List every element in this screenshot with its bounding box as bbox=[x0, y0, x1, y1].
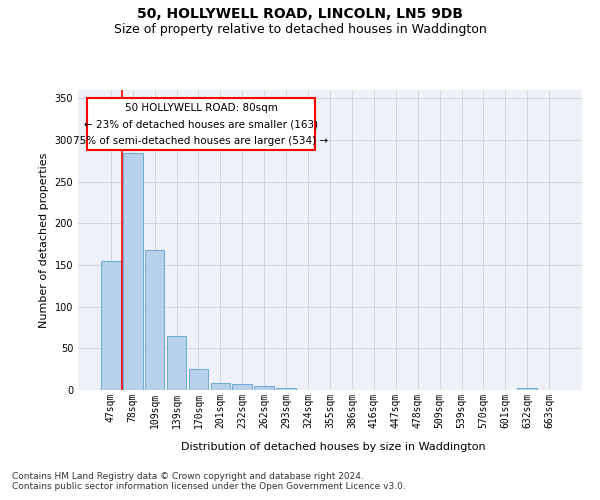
Bar bbox=[123, 152, 143, 390]
Bar bbox=[145, 250, 164, 390]
Bar bbox=[211, 382, 230, 390]
Bar bbox=[188, 369, 208, 390]
Text: Distribution of detached houses by size in Waddington: Distribution of detached houses by size … bbox=[181, 442, 485, 452]
Bar bbox=[254, 386, 274, 390]
Text: 50, HOLLYWELL ROAD, LINCOLN, LN5 9DB: 50, HOLLYWELL ROAD, LINCOLN, LN5 9DB bbox=[137, 8, 463, 22]
Text: Contains HM Land Registry data © Crown copyright and database right 2024.: Contains HM Land Registry data © Crown c… bbox=[12, 472, 364, 481]
Text: Size of property relative to detached houses in Waddington: Size of property relative to detached ho… bbox=[113, 22, 487, 36]
Y-axis label: Number of detached properties: Number of detached properties bbox=[39, 152, 49, 328]
Bar bbox=[167, 336, 187, 390]
Bar bbox=[276, 388, 296, 390]
Bar bbox=[517, 388, 537, 390]
Text: 50 HOLLYWELL ROAD: 80sqm: 50 HOLLYWELL ROAD: 80sqm bbox=[125, 102, 277, 113]
Text: Contains public sector information licensed under the Open Government Licence v3: Contains public sector information licen… bbox=[12, 482, 406, 491]
Bar bbox=[232, 384, 252, 390]
Text: ← 23% of detached houses are smaller (163): ← 23% of detached houses are smaller (16… bbox=[84, 119, 318, 129]
Bar bbox=[101, 261, 121, 390]
Text: 75% of semi-detached houses are larger (534) →: 75% of semi-detached houses are larger (… bbox=[73, 136, 329, 145]
